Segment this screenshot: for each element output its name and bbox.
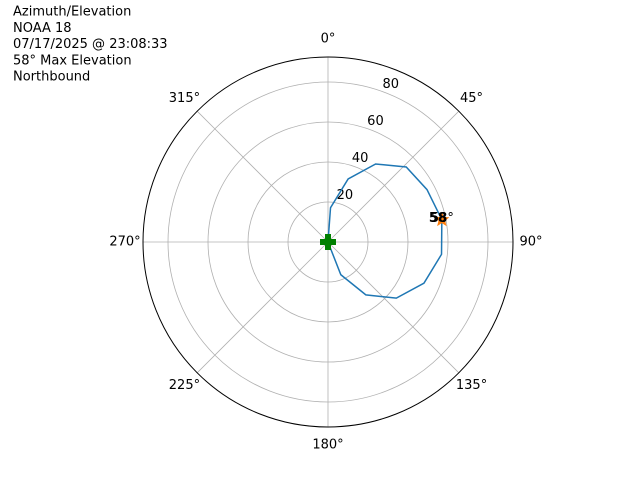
x-tick-label: 45° bbox=[460, 91, 483, 106]
title-line: NOAA 18 bbox=[13, 21, 72, 36]
x-tick-label: 225° bbox=[169, 378, 200, 393]
grid-line bbox=[327, 241, 460, 374]
grid-circle bbox=[247, 161, 409, 323]
x-tick-label: 0° bbox=[321, 32, 336, 47]
y-tick-label: 20 bbox=[337, 188, 354, 203]
annotation: 58 bbox=[429, 211, 447, 226]
plot-frame bbox=[142, 56, 514, 428]
grid-circle bbox=[287, 201, 369, 283]
title-line: Azimuth/Elevation bbox=[13, 5, 131, 20]
x-tick-label: 90° bbox=[519, 235, 542, 250]
track-line bbox=[327, 163, 443, 299]
grid-line bbox=[196, 241, 329, 374]
y-tick-label: 80 bbox=[382, 77, 399, 92]
grid-circle bbox=[207, 121, 449, 363]
x-tick-label: 180° bbox=[312, 438, 343, 453]
annotation: 58° bbox=[431, 211, 454, 226]
title-line: 07/17/2025 @ 23:08:33 bbox=[13, 37, 168, 52]
x-tick-label: 135° bbox=[456, 378, 487, 393]
max-marker bbox=[434, 211, 450, 227]
x-tick-label: 270° bbox=[109, 235, 140, 250]
y-tick-label: 40 bbox=[352, 151, 369, 166]
grid-circle bbox=[167, 81, 489, 403]
x-tick-label: 315° bbox=[169, 91, 200, 106]
title-line: Northbound bbox=[13, 70, 90, 85]
title-line: 58° Max Elevation bbox=[13, 53, 132, 68]
grid-line bbox=[196, 110, 329, 243]
observer-marker bbox=[320, 234, 336, 250]
y-tick-label: 60 bbox=[367, 114, 384, 129]
grid-line bbox=[327, 110, 460, 243]
